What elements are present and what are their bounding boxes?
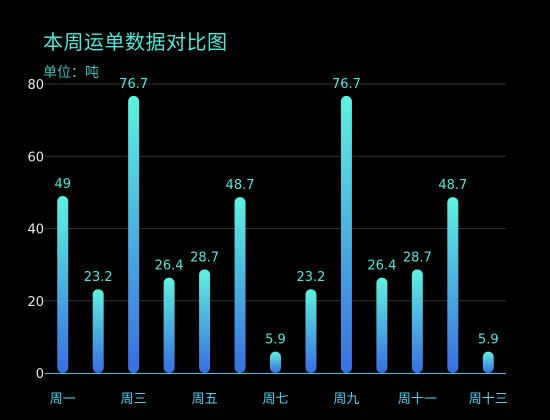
data-label: 26.4 xyxy=(367,259,396,274)
bar xyxy=(447,197,459,373)
data-label: 76.7 xyxy=(332,77,361,92)
y-tick-label: 0 xyxy=(36,367,44,382)
data-label: 5.9 xyxy=(265,333,286,348)
bar xyxy=(57,195,69,373)
data-labels: 49 23.2 76.7 26.4 28.7 48.7 5.9 23.2 76.7 26.4 28.… xyxy=(54,77,498,348)
bar xyxy=(128,95,140,373)
data-label: 76.7 xyxy=(119,77,148,92)
y-tick-label: 80 xyxy=(27,78,44,93)
bar xyxy=(163,277,175,373)
bar xyxy=(411,269,423,373)
data-label: 5.9 xyxy=(478,333,499,348)
bar xyxy=(340,95,352,373)
bar xyxy=(305,289,317,373)
chart-title: 本周运单数据对比图 xyxy=(43,30,228,54)
data-label: 23.2 xyxy=(84,270,113,285)
bar xyxy=(376,277,388,373)
data-label: 48.7 xyxy=(438,178,467,193)
bar xyxy=(234,197,246,373)
bar xyxy=(482,351,494,373)
data-label: 23.2 xyxy=(296,270,325,285)
x-tick-label: 周九 xyxy=(333,392,359,407)
bar xyxy=(92,289,104,373)
y-tick-label: 40 xyxy=(27,223,44,238)
x-tick-label: 周五 xyxy=(192,392,218,407)
x-tick-label: 周一 xyxy=(50,392,76,407)
bar xyxy=(199,269,211,373)
bar xyxy=(270,351,281,373)
grid-lines xyxy=(45,83,506,302)
y-axis-ticks: 0 20 40 60 80 xyxy=(27,78,44,382)
x-axis: 周一 周三 周五 周七 周九 周十一 周十三 xyxy=(45,373,508,407)
y-tick-label: 60 xyxy=(27,150,44,165)
data-label: 48.7 xyxy=(226,178,255,193)
data-label: 49 xyxy=(54,177,71,192)
bars xyxy=(57,95,494,373)
x-tick-label: 周十一 xyxy=(398,392,437,407)
data-label: 28.7 xyxy=(403,250,432,265)
x-tick-label: 周七 xyxy=(262,392,288,407)
unit-label: 单位：吨 xyxy=(43,65,99,81)
x-tick-label: 周十三 xyxy=(469,392,508,407)
x-tick-label: 周三 xyxy=(121,392,147,407)
data-label: 26.4 xyxy=(155,259,184,274)
y-tick-label: 20 xyxy=(27,295,44,310)
data-label: 28.7 xyxy=(190,250,219,265)
